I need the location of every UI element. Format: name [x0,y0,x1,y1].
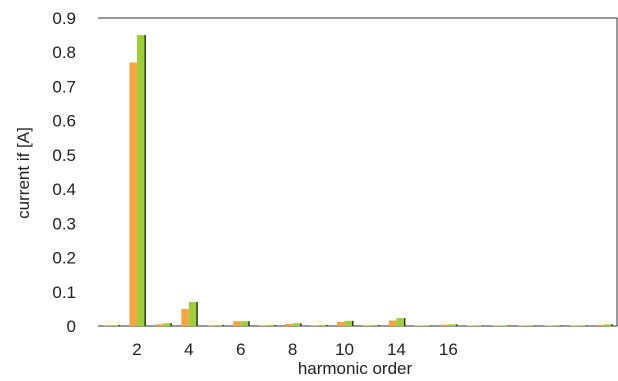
bar-series-1 [103,325,111,326]
bar-series-1 [388,320,397,326]
bar-shadow [196,302,198,326]
bar-series-1 [544,325,553,326]
x-tick-label: 6 [236,340,245,359]
bar-series-2 [604,324,612,326]
x-axis-label: harmonic order [298,359,413,378]
y-tick-label: 0.1 [52,283,76,302]
y-tick-label: 0.3 [52,214,76,233]
bar-series-1 [362,325,371,326]
bar-series-2 [188,302,197,326]
y-tick-label: 0.9 [52,9,76,28]
bar-series-1 [155,324,163,326]
y-tick-label: 0.4 [52,180,76,199]
bar-shadow [118,324,120,326]
x-axis-ticks: 2 4 6 8 10 14 16 [132,340,458,359]
bar-series-2 [448,324,456,326]
bar-series-1 [311,325,319,326]
y-axis-ticks: 0 0.1 0.2 0.3 0.4 0.5 0.6 0.7 0.8 0.9 [52,9,76,336]
bar-series-2 [474,325,482,326]
bar-shadow [274,324,276,326]
x-tick-label: 14 [387,340,406,359]
y-axis-label: current if [A] [14,127,33,219]
bar-series-1 [518,325,527,326]
bar-shadow [300,323,302,326]
y-tick-label: 0.5 [52,146,76,165]
bar-series-2 [396,318,404,326]
bar-series-2 [370,324,378,326]
bar-series-2 [292,323,301,326]
bar-series-1 [466,325,475,326]
y-tick-label: 0.2 [52,249,76,268]
x-tick-label: 8 [288,340,297,359]
y-tick-label: 0 [67,317,76,336]
y-tick-label: 0.6 [52,112,76,131]
bar-shadow [481,325,484,326]
bar-shadow [352,320,354,326]
bar-series-1 [129,62,137,326]
bar-shadow [585,325,588,326]
bar-shadow [248,321,250,326]
bar-series-1 [233,321,241,326]
bar-shadow [533,325,536,326]
bar-series-2 [500,325,508,326]
bar-shadow [611,324,614,326]
x-tick-label: 16 [439,340,458,359]
bar-shadow [170,323,172,326]
bar-shadow [144,35,146,326]
x-tick-label: 4 [184,340,193,359]
bar-shadow [326,324,328,326]
plot-frame [98,17,618,327]
bar-series-1 [414,325,423,326]
bar-series-2 [578,325,586,326]
bar-shadow [377,324,380,326]
bar-series-1 [207,325,215,326]
y-tick-label: 0.8 [52,43,76,62]
bar-shadow [222,324,224,326]
bar-series-1 [259,325,267,326]
bar-series-2 [240,321,249,326]
bar-series-2 [136,35,145,326]
bars [103,35,614,326]
bar-series-2 [526,325,534,326]
y-tick-label: 0.7 [52,77,76,96]
x-tick-label: 10 [335,340,354,359]
bar-shadow [429,325,432,326]
bar-series-1 [181,308,189,326]
bar-series-1 [285,323,293,326]
bar-shadow [507,325,510,326]
bar-series-1 [440,324,449,326]
bar-series-1 [596,324,605,326]
bar-series-2 [552,325,560,326]
bar-series-1 [492,325,501,326]
bar-shadow [559,325,562,326]
bar-series-2 [110,324,119,326]
bar-series-2 [318,324,327,326]
bar-shadow [403,318,406,326]
bar-series-2 [422,325,430,326]
bar-series-2 [266,324,275,326]
bar-series-1 [337,321,345,326]
bar-shadow [455,324,458,326]
bar-series-2 [214,324,223,326]
bar-series-2 [162,323,171,326]
x-tick-label: 2 [132,340,141,359]
bar-series-1 [570,325,579,326]
bar-series-2 [344,320,353,326]
